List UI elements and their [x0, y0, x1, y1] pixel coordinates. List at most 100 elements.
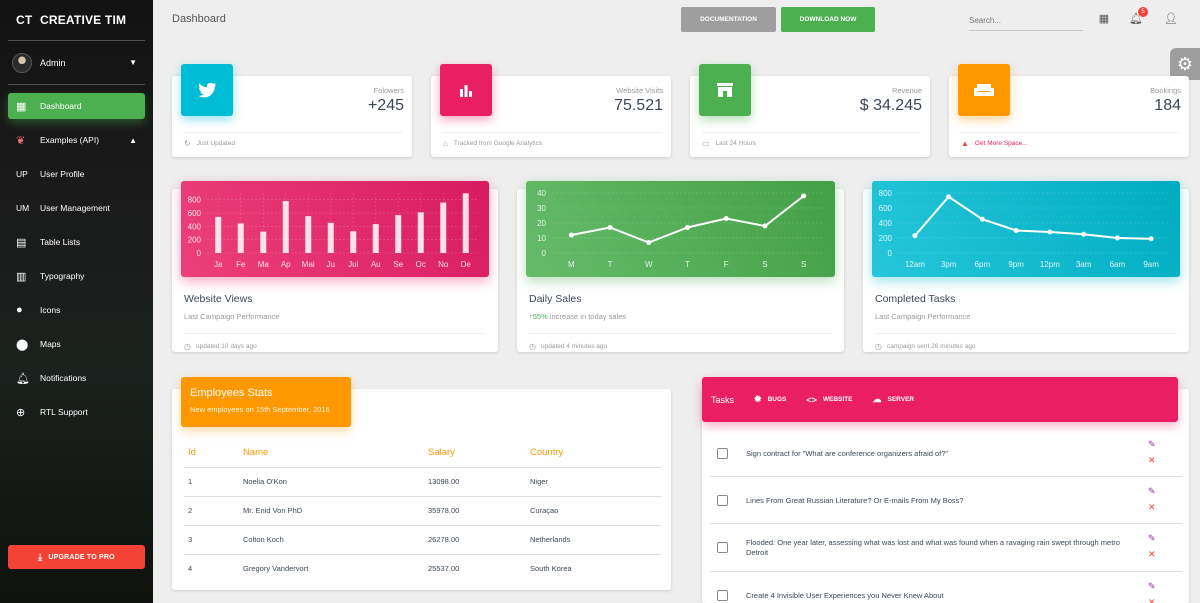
caret-down-icon: ▼	[129, 58, 137, 67]
person-icon[interactable]: 👤︎	[1164, 13, 1178, 25]
task-item: Flooded: One year later, assessing what …	[710, 524, 1182, 572]
sidebar-item-label: Table Lists	[40, 237, 81, 247]
chart-footer-text: updated 4 minutes ago	[540, 343, 608, 350]
edit-icon[interactable]: ✎	[1148, 533, 1156, 543]
cell-country: South Korea	[530, 564, 572, 574]
sidebar-item-label: Typography	[40, 271, 85, 281]
y-tick-label: 200	[879, 234, 893, 243]
sidebar-nav: ▦ Dashboard ❦ Examples (API) ▲ UP User P…	[0, 93, 153, 425]
sidebar-item-maps[interactable]: ⬤ Maps	[8, 331, 145, 357]
chart-footer-text: campaign sent 26 minutes ago	[886, 343, 976, 350]
sidebar-item-table-lists[interactable]: ▤ Table Lists	[8, 229, 145, 255]
task-checkbox[interactable]	[717, 448, 728, 459]
cell-country: Niger	[526, 467, 661, 497]
stat-footer: ↻ Just Updated	[184, 132, 402, 148]
data-point	[1114, 235, 1120, 241]
chart-subtitle: Last Campaign Performance	[184, 312, 280, 321]
sidebar-item-dashboard[interactable]: ▦ Dashboard	[8, 93, 145, 119]
chart-footer: ◷ campaign sent 26 minutes ago	[875, 333, 1177, 351]
cell-country: Netherlands	[526, 525, 661, 555]
x-tick-label: T	[685, 260, 690, 269]
upgrade-button[interactable]: ⤓ UPGRADE TO PRO	[8, 545, 145, 569]
daily-sales-chart: 0 10 20 30 40 M T W T F S S	[526, 181, 835, 277]
data-point	[685, 225, 690, 230]
bar	[395, 215, 402, 253]
tab-bugs[interactable]: ✹ BUGS	[754, 394, 786, 405]
chart-title: Completed Tasks	[875, 293, 956, 305]
task-checkbox[interactable]	[717, 590, 728, 601]
close-icon[interactable]: ✕	[1148, 502, 1156, 512]
cell-salary: 26278.00	[424, 525, 526, 555]
weekend-icon	[958, 64, 1010, 116]
x-tick-label: S	[801, 260, 806, 269]
close-icon[interactable]: ✕	[1148, 597, 1156, 603]
x-tick-label: T	[608, 260, 613, 269]
edit-icon[interactable]: ✎	[1148, 581, 1156, 591]
line-chart: 0 200 400 600 800 12am 3pm 6pm 9pm 12pm 3am 6am 9am	[879, 189, 1168, 269]
sidebar-item-user-profile[interactable]: UP User Profile	[8, 161, 145, 187]
edit-icon[interactable]: ✎	[1148, 439, 1156, 449]
settings-gear-icon[interactable]: ⚙	[1170, 48, 1200, 80]
bar	[350, 231, 357, 253]
x-tick-label: W	[645, 260, 653, 269]
bar	[260, 231, 267, 253]
data-point	[1047, 229, 1053, 235]
sidebar-item-typography[interactable]: ▥ Typography	[8, 263, 145, 289]
sidebar-item-notifications[interactable]: 🔔︎ Notifications	[8, 365, 145, 391]
tab-label: WEBSITE	[822, 396, 853, 403]
stat-footer: ▲ Get More Space...	[961, 132, 1179, 148]
task-checkbox[interactable]	[717, 542, 728, 553]
chart-subtitle: Last Campaign Performance	[875, 312, 971, 321]
stat-footer: ▭ Last 24 Hours	[702, 132, 920, 148]
sidebar-item-rtl-support[interactable]: ⊕ RTL Support	[8, 399, 145, 425]
bubble-chart-icon: ●	[16, 304, 23, 316]
sidebar-item-label: Maps	[40, 339, 61, 349]
x-tick-label: 3pm	[941, 260, 957, 269]
table-row: 1 Noelia O'Kon 13098.00 Niger	[184, 467, 661, 497]
sidebar-item-user-management[interactable]: UM User Management	[8, 195, 145, 221]
edit-icon[interactable]: ✎	[1148, 486, 1156, 496]
sidebar-item-examples[interactable]: ❦ Examples (API) ▲	[8, 127, 145, 153]
tab-server[interactable]: ☁ SERVER	[872, 394, 914, 405]
x-tick-label: Ma	[258, 260, 270, 269]
search-input[interactable]	[969, 11, 1083, 31]
y-tick-label: 0	[197, 249, 202, 258]
caret-up-icon: ▲	[129, 135, 137, 145]
data-point	[1148, 236, 1154, 242]
notifications-icon[interactable]: 🔔︎ 5	[1129, 7, 1148, 26]
cell-name: Noelia O'Kon	[239, 467, 424, 497]
close-icon[interactable]: ✕	[1148, 549, 1156, 559]
x-tick-label: Mai	[302, 260, 315, 269]
table-row: 4 Gregory Vandervort 25537.00 South Kore…	[184, 554, 661, 583]
y-tick-label: 20	[537, 219, 546, 228]
data-point	[607, 225, 613, 230]
cell-id: 1	[184, 467, 239, 497]
sales-increase: 55%	[532, 312, 548, 321]
sidebar-item-label: User Profile	[40, 169, 85, 179]
chart-title: Website Views	[184, 293, 253, 305]
user-name: Admin	[40, 57, 66, 68]
dashboard-icon[interactable]: ▦	[1098, 13, 1110, 25]
tab-label: BUGS	[767, 396, 787, 403]
get-more-space-link[interactable]: Get More Space...	[974, 140, 1028, 147]
documentation-button[interactable]: DOCUMENTATION	[681, 7, 776, 32]
sidebar-item-label: Icons	[40, 305, 61, 315]
download-button[interactable]: DOWNLOAD NOW	[781, 7, 875, 32]
dashboard-icon: ▦	[16, 100, 27, 113]
column-header: Country	[526, 439, 661, 468]
tab-website[interactable]: <> WEBSITE	[806, 395, 852, 405]
user-menu[interactable]: Admin ▼	[0, 41, 153, 84]
task-checkbox[interactable]	[717, 495, 728, 506]
location-icon: ⬤	[16, 338, 29, 351]
divider	[8, 84, 145, 85]
column-header: Id	[184, 439, 239, 468]
sidebar-item-icons[interactable]: ● Icons	[8, 297, 145, 323]
series-line	[571, 195, 805, 244]
code-icon: <>	[806, 394, 817, 405]
close-icon[interactable]: ✕	[1148, 455, 1156, 465]
x-tick-label: 3am	[1076, 260, 1092, 269]
clock-icon: ◷	[529, 342, 536, 351]
brand-logo[interactable]: CT CREATIVE TIM	[0, 0, 153, 40]
x-tick-label: Ap	[281, 260, 291, 269]
stat-footer-text: Tracked from Google Analytics	[453, 140, 543, 147]
